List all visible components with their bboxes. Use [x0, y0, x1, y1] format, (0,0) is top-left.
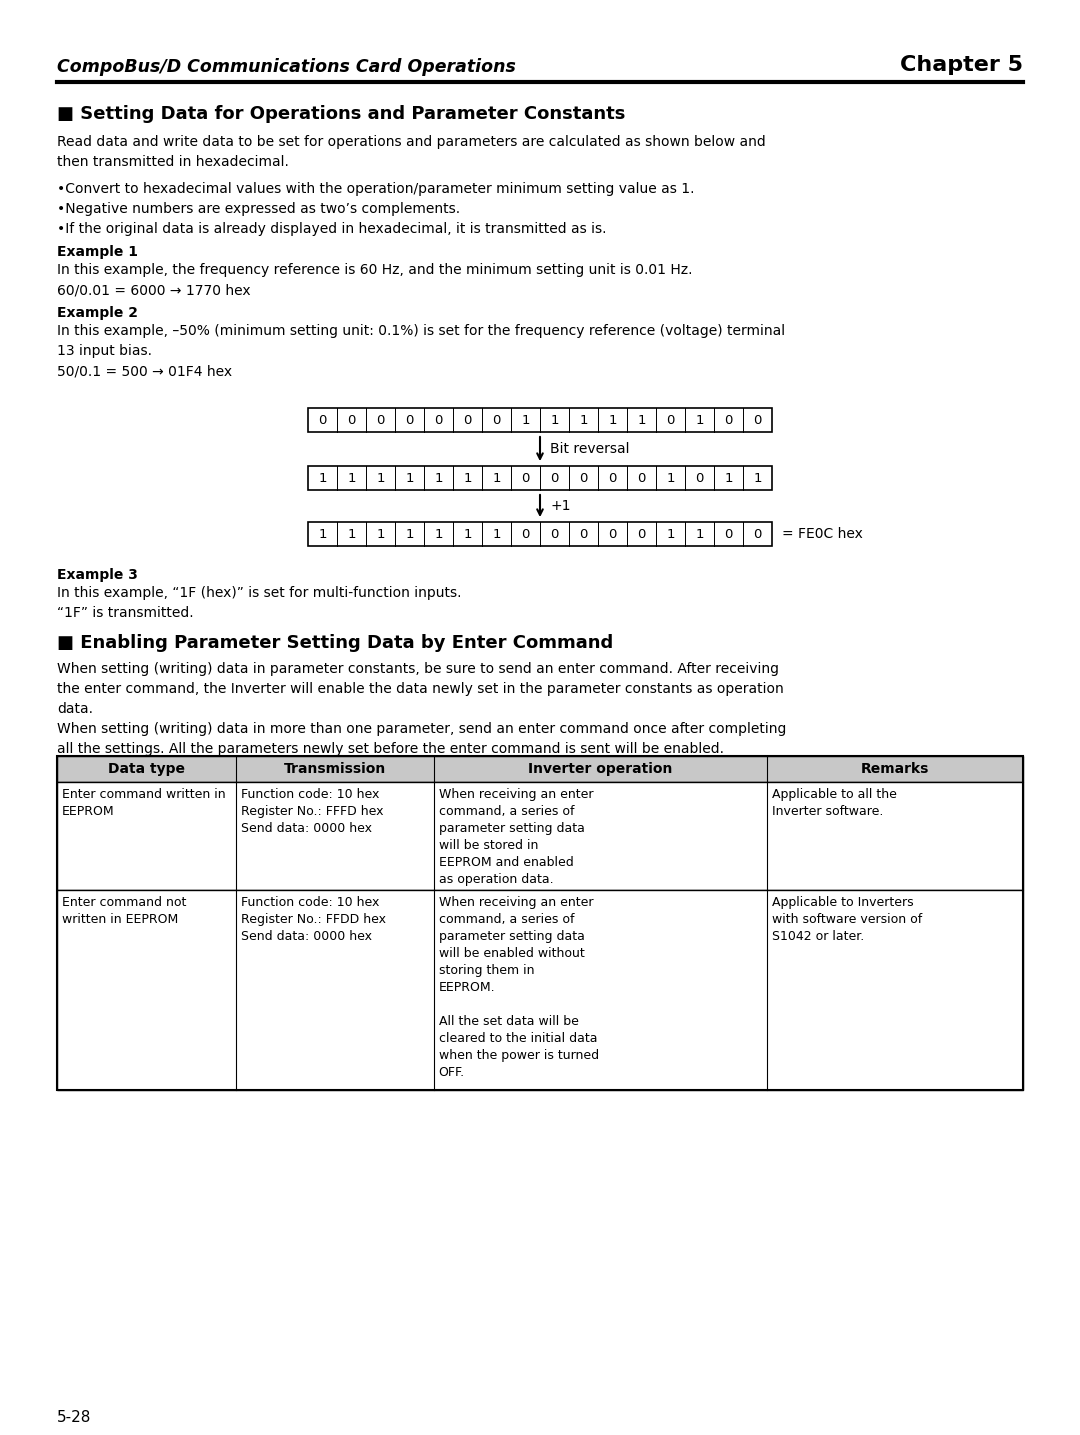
Text: 0: 0	[522, 472, 529, 485]
Bar	[57, 756, 1023, 782]
Bar	[57, 756, 1023, 1091]
Text: 1: 1	[434, 528, 443, 541]
Text: ■ Enabling Parameter Setting Data by Enter Command: ■ Enabling Parameter Setting Data by Ent…	[57, 634, 613, 651]
Text: Chapter 5: Chapter 5	[900, 55, 1023, 75]
Text: 1: 1	[319, 528, 327, 541]
Text: 0: 0	[608, 472, 617, 485]
Text: 1: 1	[376, 472, 384, 485]
Text: 0: 0	[522, 528, 529, 541]
Text: 0: 0	[666, 413, 675, 426]
Text: 1: 1	[492, 528, 501, 541]
Text: 1: 1	[696, 528, 704, 541]
Text: 1: 1	[522, 413, 530, 426]
Text: 1: 1	[725, 472, 732, 485]
Text: 5-28: 5-28	[57, 1411, 92, 1425]
Text: 1: 1	[405, 528, 414, 541]
Text: Applicable to all the
Inverter software.: Applicable to all the Inverter software.	[772, 788, 896, 818]
Bar	[57, 782, 1023, 890]
Text: 1: 1	[550, 413, 558, 426]
Text: = FE0C hex: = FE0C hex	[782, 527, 863, 541]
Text: 0: 0	[463, 413, 472, 426]
Text: 1: 1	[696, 413, 704, 426]
Text: 0: 0	[754, 528, 761, 541]
Text: 0: 0	[725, 413, 732, 426]
Text: When receiving an enter
command, a series of
parameter setting data
will be stor: When receiving an enter command, a serie…	[438, 788, 593, 885]
Text: Enter command not
written in EEPROM: Enter command not written in EEPROM	[62, 895, 187, 926]
Text: Bit reversal: Bit reversal	[550, 442, 630, 456]
Text: Transmission: Transmission	[284, 762, 386, 776]
Text: 0: 0	[579, 472, 588, 485]
Text: 0: 0	[608, 528, 617, 541]
Text: •Negative numbers are expressed as two’s complements.: •Negative numbers are expressed as two’s…	[57, 202, 460, 217]
Text: 0: 0	[551, 472, 558, 485]
Text: •Convert to hexadecimal values with the operation/parameter minimum setting valu: •Convert to hexadecimal values with the …	[57, 182, 694, 197]
Text: +1: +1	[550, 499, 570, 512]
Text: 1: 1	[434, 472, 443, 485]
Text: •If the original data is already displayed in hexadecimal, it is transmitted as : •If the original data is already display…	[57, 222, 607, 235]
Text: 0: 0	[725, 528, 732, 541]
Text: In this example, “1F (hex)” is set for multi-function inputs.
“1F” is transmitte: In this example, “1F (hex)” is set for m…	[57, 585, 461, 620]
Text: 1: 1	[376, 528, 384, 541]
Text: 0: 0	[579, 528, 588, 541]
Bar	[57, 890, 1023, 1091]
Text: Example 1: Example 1	[57, 245, 138, 258]
Bar	[308, 408, 772, 432]
Text: Read data and write data to be set for operations and parameters are calculated : Read data and write data to be set for o…	[57, 135, 766, 169]
Text: Example 3: Example 3	[57, 568, 138, 583]
Text: 0: 0	[405, 413, 414, 426]
Text: Remarks: Remarks	[861, 762, 929, 776]
Text: 1: 1	[463, 472, 472, 485]
Text: ■ Setting Data for Operations and Parameter Constants: ■ Setting Data for Operations and Parame…	[57, 105, 625, 123]
Text: 1: 1	[579, 413, 588, 426]
Text: 0: 0	[696, 472, 704, 485]
Text: 1: 1	[463, 528, 472, 541]
Text: 1: 1	[319, 472, 327, 485]
Text: 1: 1	[753, 472, 761, 485]
Text: 0: 0	[319, 413, 326, 426]
Text: 1: 1	[348, 472, 355, 485]
Text: 0: 0	[376, 413, 384, 426]
Text: 1: 1	[637, 413, 646, 426]
Text: When setting (writing) data in parameter constants, be sure to send an enter com: When setting (writing) data in parameter…	[57, 662, 784, 716]
Text: 1: 1	[666, 472, 675, 485]
Text: Data type: Data type	[108, 762, 185, 776]
Text: 0: 0	[551, 528, 558, 541]
Text: 0: 0	[754, 413, 761, 426]
Text: CompoBus/D Communications Card Operations: CompoBus/D Communications Card Operation…	[57, 57, 516, 76]
Text: Inverter operation: Inverter operation	[528, 762, 673, 776]
Text: In this example, –50% (minimum setting unit: 0.1%) is set for the frequency refe: In this example, –50% (minimum setting u…	[57, 324, 785, 377]
Text: In this example, the frequency reference is 60 Hz, and the minimum setting unit : In this example, the frequency reference…	[57, 263, 692, 297]
Text: 1: 1	[666, 528, 675, 541]
Text: 0: 0	[348, 413, 355, 426]
Text: 1: 1	[405, 472, 414, 485]
Text: 0: 0	[637, 528, 646, 541]
Text: 0: 0	[434, 413, 443, 426]
Text: Function code: 10 hex
Register No.: FFDD hex
Send data: 0000 hex: Function code: 10 hex Register No.: FFDD…	[241, 895, 386, 943]
Text: 1: 1	[348, 528, 355, 541]
Text: 1: 1	[492, 472, 501, 485]
Text: Example 2: Example 2	[57, 306, 138, 320]
Text: Applicable to Inverters
with software version of
S1042 or later.: Applicable to Inverters with software ve…	[772, 895, 922, 943]
Text: 0: 0	[492, 413, 501, 426]
Text: Enter command written in
EEPROM: Enter command written in EEPROM	[62, 788, 226, 818]
Text: When receiving an enter
command, a series of
parameter setting data
will be enab: When receiving an enter command, a serie…	[438, 895, 599, 1079]
Text: When setting (writing) data in more than one parameter, send an enter command on: When setting (writing) data in more than…	[57, 722, 786, 756]
Text: 0: 0	[637, 472, 646, 485]
Text: Function code: 10 hex
Register No.: FFFD hex
Send data: 0000 hex: Function code: 10 hex Register No.: FFFD…	[241, 788, 383, 835]
Bar	[308, 466, 772, 489]
Text: 1: 1	[608, 413, 617, 426]
Bar	[308, 522, 772, 545]
